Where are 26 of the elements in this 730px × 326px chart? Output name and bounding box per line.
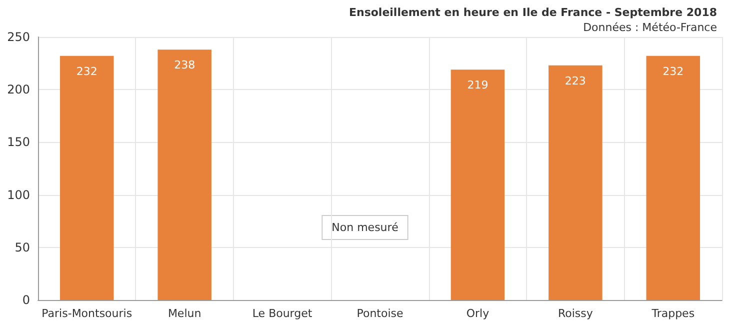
y-tick-label: 150: [7, 135, 30, 150]
bar: [450, 70, 505, 300]
y-tick-label: 200: [7, 82, 30, 97]
y-tick-label: 0: [22, 293, 30, 307]
x-tick-label: Paris-Montsouris: [42, 307, 132, 320]
bar: [158, 50, 212, 300]
x-tick-label: Melun: [168, 307, 202, 320]
x-tick-label: Le Bourget: [252, 307, 313, 320]
chart-subtitle: Données : Météo-France: [583, 21, 718, 34]
x-tick-label: Pontoise: [356, 307, 404, 320]
data-label: 232: [662, 64, 684, 78]
data-label: 219: [467, 78, 488, 92]
y-tick-label: 250: [7, 30, 30, 44]
x-tick-label: Trappes: [650, 307, 695, 320]
data-label: 232: [76, 64, 98, 78]
y-tick-label: 100: [7, 188, 30, 202]
chart-title: Ensoleillement en heure en Ile de France - Septembre 2018: [348, 6, 718, 19]
annotation: Non mesuré: [332, 221, 399, 234]
x-tick-label: Roissy: [558, 307, 594, 320]
data-label: 238: [174, 58, 196, 72]
y-tick-label: 50: [14, 240, 30, 254]
bar: [646, 56, 700, 300]
data-label: 223: [564, 74, 586, 88]
bar: [60, 56, 114, 300]
bar: [548, 65, 602, 300]
x-tick-label: Orly: [466, 307, 490, 320]
